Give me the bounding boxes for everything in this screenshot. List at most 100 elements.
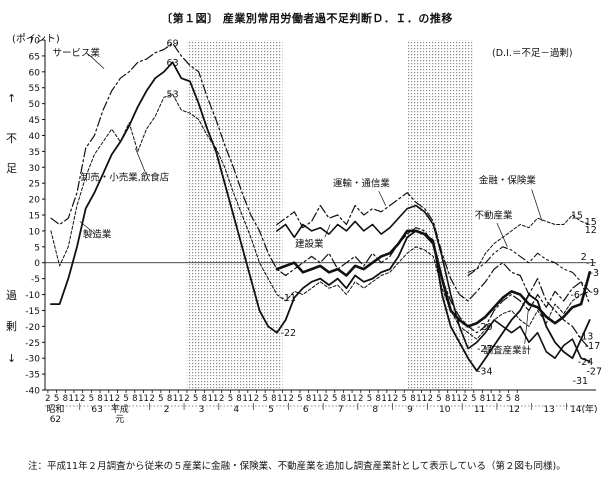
- footnote: 注：平成11年２月調査から従来の５産業に金融・保険業、不動産業を追加し調査産業計…: [28, 461, 566, 472]
- x-month-tick-label: 2: [45, 394, 50, 404]
- x-year-label: 63: [91, 405, 102, 415]
- y-tick-label: 45: [29, 116, 40, 126]
- surplus-label-1: 過: [6, 289, 17, 302]
- x-month-tick-label: 5: [402, 394, 407, 404]
- annotation-label: 調査産業計: [484, 345, 532, 357]
- recession-shaded-band-2: [407, 40, 474, 390]
- annotation-leader-line: [79, 221, 96, 235]
- x-year-label: 14(年): [570, 403, 597, 415]
- y-tick-label: 40: [29, 132, 41, 142]
- y-tick-label: 0: [34, 259, 40, 269]
- y-tick-label: 65: [29, 52, 40, 62]
- annotation-label: 建設業: [295, 238, 324, 250]
- annotation-label: 53: [167, 90, 179, 101]
- x-month-tick-label: 11: [381, 394, 392, 404]
- up-arrow-icon: ↑: [7, 92, 17, 105]
- x-month-tick-label: 8: [167, 394, 172, 404]
- chart-title: 〔第１図〕 産業別常用労働者過不足判断Ｄ．Ｉ．の推移: [161, 12, 453, 25]
- y-tick-label: 20: [29, 196, 41, 206]
- y-tick-label: -5: [31, 275, 40, 285]
- x-year-label: 3: [199, 405, 205, 415]
- annotation-label: -34: [477, 366, 493, 377]
- x-month-tick-label: 5: [436, 394, 441, 404]
- annotation-label: 15: [585, 217, 597, 228]
- annotation-label: -27: [477, 344, 493, 355]
- x-month-tick-label: 2: [80, 394, 85, 404]
- x-year-label: 12: [509, 405, 520, 415]
- shortage-label-1: 不: [6, 132, 17, 145]
- y-tick-label: 70: [29, 37, 41, 47]
- annotation-leader-line: [496, 222, 508, 247]
- series-line-1: [50, 42, 591, 334]
- x-year-label: 4: [233, 405, 239, 415]
- series-line-5: [276, 204, 591, 363]
- x-month-tick-label: 5: [228, 394, 233, 404]
- y-axis-unit-label: (ポイント): [12, 34, 60, 45]
- x-month-tick-label: 11: [312, 394, 323, 404]
- x-month-tick-label: 5: [193, 394, 198, 404]
- down-arrow-icon: ↓: [7, 352, 17, 365]
- x-month-tick-label: 2: [149, 394, 154, 404]
- y-tick-label: 25: [29, 180, 40, 190]
- annotation-label: 金融・保険業: [479, 175, 537, 187]
- annotation-label: -22: [281, 328, 297, 339]
- y-tick-label: -40: [25, 387, 40, 397]
- x-month-tick-label: 5: [367, 394, 372, 404]
- series-line-3: [50, 93, 591, 340]
- x-year-label: 7: [338, 405, 344, 415]
- x-month-tick-label: 2: [323, 394, 328, 404]
- x-month-tick-label: 2: [462, 394, 467, 404]
- x-month-tick-label: 11: [138, 394, 149, 404]
- x-month-tick-label: 11: [277, 394, 288, 404]
- x-year-label: 5: [268, 405, 274, 415]
- x-month-tick-label: 5: [89, 394, 94, 404]
- annotation-leader-line: [324, 224, 331, 238]
- x-month-tick-label: 2: [289, 394, 294, 404]
- annotation-label: -24: [578, 357, 594, 368]
- annotation-leader-line: [378, 190, 386, 206]
- annotation-label: -20: [477, 322, 493, 333]
- x-year-label: 10: [439, 405, 451, 415]
- di-definition-note: (D.I.＝不足－過剰): [492, 48, 573, 59]
- recession-shaded-band-1: [186, 40, 283, 390]
- annotation-label: -3: [590, 268, 599, 279]
- x-month-tick-label: 5: [506, 394, 511, 404]
- x-month-tick-label: 11: [416, 394, 427, 404]
- x-month-tick-label: 11: [451, 394, 462, 404]
- x-year-label: 元: [115, 415, 124, 425]
- x-month-tick-label: 11: [347, 394, 358, 404]
- annotation-label: サービス業: [53, 47, 101, 59]
- annotation-label: 運輸・通信業: [333, 178, 391, 190]
- y-tick-label: 30: [29, 164, 41, 174]
- annotation-label: -27: [586, 366, 602, 377]
- annotation-label: 12: [585, 225, 597, 236]
- x-month-tick-label: 11: [242, 394, 253, 404]
- annotation-leader-line: [531, 189, 543, 222]
- annotation-label: -11: [281, 293, 297, 304]
- x-month-tick-label: 5: [297, 394, 302, 404]
- annotation-leader-line: [88, 54, 105, 69]
- x-month-tick-label: 8: [271, 394, 276, 404]
- x-month-tick-label: 5: [262, 394, 267, 404]
- x-month-tick-label: 5: [332, 394, 337, 404]
- x-year-label: 平成: [111, 403, 129, 415]
- series-line-2: [50, 61, 591, 372]
- x-year-label: 9: [407, 405, 413, 415]
- y-tick-label: 50: [29, 100, 41, 110]
- y-tick-label: 5: [34, 243, 40, 253]
- annotation-label: -13: [578, 331, 594, 342]
- x-month-tick-label: 2: [184, 394, 189, 404]
- x-month-tick-label: 8: [341, 394, 346, 404]
- x-month-tick-label: 2: [115, 394, 120, 404]
- annotation-label: 製造業: [83, 229, 112, 241]
- y-tick-label: -20: [25, 323, 40, 333]
- x-month-tick-label: 8: [132, 394, 137, 404]
- annotation-label: -31: [573, 376, 589, 387]
- y-tick-label: -35: [25, 371, 40, 381]
- y-tick-label: 15: [29, 212, 40, 222]
- y-tick-label: 55: [29, 84, 40, 94]
- x-month-tick-label: 8: [236, 394, 241, 404]
- series-line-7: [467, 246, 591, 292]
- annotation-label: -9: [590, 287, 599, 298]
